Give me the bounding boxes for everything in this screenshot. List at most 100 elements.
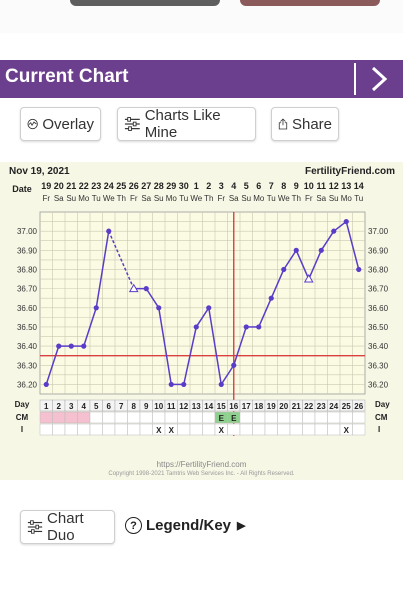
day-number: 7 xyxy=(119,402,124,411)
i-cell xyxy=(227,423,241,436)
temp-point xyxy=(156,305,162,311)
share-label: Share xyxy=(291,115,332,133)
temp-point xyxy=(81,343,87,349)
date-label: 24 xyxy=(104,181,114,191)
temp-line xyxy=(333,220,347,232)
temp-point xyxy=(193,324,199,330)
date-label: 28 xyxy=(154,181,164,191)
cm-cell xyxy=(77,411,91,424)
intercourse-mark: X xyxy=(344,426,350,435)
date-label: 20 xyxy=(54,181,64,191)
sliders-icon xyxy=(27,520,43,534)
section-header: Current Chart xyxy=(0,60,403,98)
day-number: 13 xyxy=(192,402,201,411)
temp-line xyxy=(208,307,222,385)
cm-cell xyxy=(339,411,353,424)
temp-line xyxy=(183,326,197,385)
cm-cell xyxy=(202,411,216,424)
weekday-label: Tu xyxy=(179,194,188,203)
chart-duo-button[interactable]: Chart Duo xyxy=(20,510,115,544)
weekday-label: Sa xyxy=(316,194,326,203)
cm-cell xyxy=(289,411,303,424)
weekday-label: Su xyxy=(241,194,251,203)
charts-like-mine-button[interactable]: Charts Like Mine xyxy=(117,107,256,141)
temp-line-dashed xyxy=(108,230,135,289)
weekday-label: Mo xyxy=(166,194,178,203)
temp-point xyxy=(356,266,362,273)
weekday-label: Th xyxy=(204,194,213,203)
cm-cell xyxy=(239,411,253,424)
temp-line xyxy=(345,221,360,270)
temp-point xyxy=(318,247,324,253)
i-cell xyxy=(39,423,53,436)
temp-point xyxy=(231,362,237,368)
date-label: 29 xyxy=(166,181,176,191)
cm-cell xyxy=(39,411,53,424)
cm-cell xyxy=(127,411,141,424)
y-tick-right: 36.50 xyxy=(368,323,389,332)
i-cell xyxy=(302,423,316,436)
day-number: 6 xyxy=(107,402,112,411)
weekday-label: Tu xyxy=(92,194,101,203)
bbt-chart[interactable]: Date 19Fr20Sa21Su22Mo23Tu24We25Th26Fr27Sa… xyxy=(0,178,403,478)
weekday-label: Sa xyxy=(229,194,239,203)
cm-cell xyxy=(64,411,78,424)
y-tick-left: 36.40 xyxy=(17,342,38,351)
date-label: 3 xyxy=(219,181,224,191)
y-tick-right: 36.30 xyxy=(368,361,389,370)
temp-point xyxy=(256,324,262,330)
legend-key-link[interactable]: ? Legend/Key ▶ xyxy=(125,517,246,534)
date-label: 4 xyxy=(231,181,236,191)
overlay-button[interactable]: Overlay xyxy=(20,107,101,141)
day-number: 14 xyxy=(204,402,213,411)
weekday-label: Sa xyxy=(141,194,151,203)
day-number: 3 xyxy=(69,402,74,411)
weekday-label: Mo xyxy=(78,194,90,203)
date-label: 2 xyxy=(206,181,211,191)
day-number: 23 xyxy=(317,402,326,411)
day-number: 11 xyxy=(167,402,176,411)
temp-line xyxy=(283,249,297,270)
charts-like-mine-label: Charts Like Mine xyxy=(144,107,221,141)
day-number: 9 xyxy=(144,402,149,411)
i-cell xyxy=(327,423,341,436)
date-label: 25 xyxy=(116,181,126,191)
date-label: 9 xyxy=(294,181,299,191)
temp-point xyxy=(343,218,349,225)
i-cell xyxy=(114,423,128,436)
date-label: 12 xyxy=(329,181,339,191)
day-number: 4 xyxy=(82,402,87,411)
top-tab-left xyxy=(70,0,220,6)
weekday-label: We xyxy=(190,194,202,203)
day-row-label-right: Day xyxy=(375,400,390,409)
temp-point xyxy=(43,381,49,388)
temp-line xyxy=(83,307,97,347)
share-button[interactable]: Share xyxy=(271,107,339,141)
share-icon xyxy=(278,118,288,130)
date-row-label: Date xyxy=(12,184,32,194)
cm-cell xyxy=(114,411,128,424)
temp-point xyxy=(281,266,287,273)
temp-line xyxy=(295,250,310,280)
date-label: 5 xyxy=(244,181,249,191)
date-label: 8 xyxy=(281,181,286,191)
temp-point xyxy=(243,324,249,330)
i-cell xyxy=(89,423,103,436)
day-number: 8 xyxy=(132,402,137,411)
cm-cell xyxy=(52,411,66,424)
cm-cell xyxy=(264,411,278,424)
weekday-label: Sa xyxy=(54,194,64,203)
date-label: 10 xyxy=(304,181,314,191)
i-cell xyxy=(352,423,366,436)
cm-value: E xyxy=(231,414,237,423)
next-chevron-icon[interactable] xyxy=(362,62,396,96)
weekday-label: Mo xyxy=(253,194,265,203)
cm-value: E xyxy=(219,414,225,423)
weekday-label: Tu xyxy=(354,194,363,203)
legend-key-label: Legend/Key xyxy=(146,517,232,534)
weekday-label: Mo xyxy=(341,194,353,203)
cm-cell xyxy=(252,411,266,424)
day-number: 1 xyxy=(44,402,49,411)
footer-url[interactable]: https://FertilityFriend.com xyxy=(156,460,247,469)
weekday-label: Su xyxy=(329,194,339,203)
